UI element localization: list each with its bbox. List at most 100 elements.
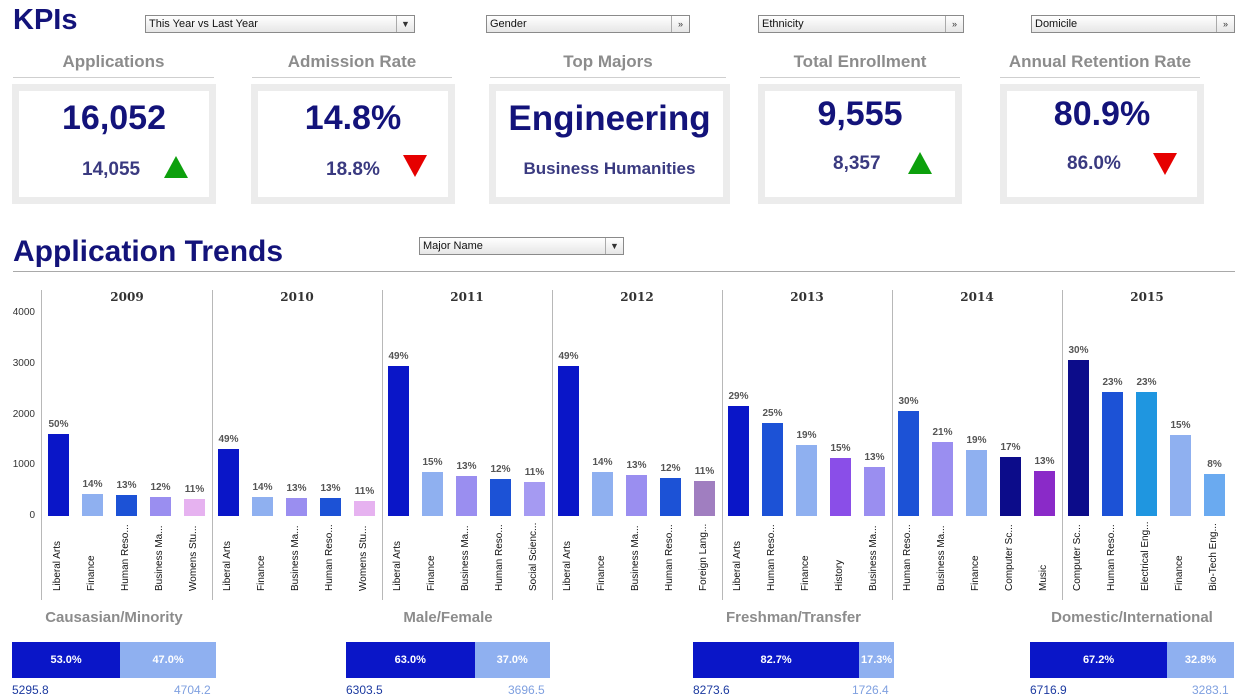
bar-category-label: Music bbox=[1038, 564, 1049, 591]
chart-bar bbox=[1068, 360, 1089, 516]
bar-category-label: Human Reso... bbox=[324, 524, 335, 591]
bar-category-label: Finance bbox=[970, 555, 981, 591]
split-left-segment: 67.2% bbox=[1030, 642, 1168, 678]
bar-category-label: History bbox=[834, 559, 845, 591]
y-tick-label: 3000 bbox=[12, 357, 35, 369]
bar-percent-label: 19% bbox=[796, 430, 817, 442]
chart-bar bbox=[898, 410, 919, 516]
bar-category-label: Finance bbox=[596, 555, 607, 591]
bar-category-label: Social Scienc... bbox=[528, 522, 539, 591]
year-label: 2010 bbox=[280, 290, 314, 304]
bar-percent-label: 13% bbox=[864, 451, 885, 463]
chart-bar bbox=[694, 480, 715, 516]
bar-category-label: Foreign Lang... bbox=[698, 523, 709, 591]
split-right-value: 3696.5 bbox=[508, 683, 545, 697]
y-tick-label: 0 bbox=[29, 510, 35, 521]
chart-bar bbox=[252, 497, 273, 516]
kpi-card-total-enrollment: 9,555 8,357 bbox=[758, 84, 962, 204]
bar-percent-label: 14% bbox=[592, 456, 613, 468]
bar-category-label: Womens Stu... bbox=[188, 525, 199, 591]
split-left-value: 6716.9 bbox=[1030, 683, 1067, 697]
bar-category-label: Liberal Arts bbox=[562, 540, 573, 591]
bar-category-label: Finance bbox=[426, 555, 437, 591]
kpi-title-applications: Applications bbox=[13, 52, 214, 78]
bar-category-label: Finance bbox=[1174, 555, 1185, 591]
kpi-card-retention-rate: 80.9% 86.0% bbox=[1000, 84, 1204, 204]
bar-category-label: Human Reso... bbox=[902, 524, 913, 591]
split-bar: 67.2% 32.8% bbox=[1030, 642, 1234, 678]
bar-category-label: Finance bbox=[800, 555, 811, 591]
bar-percent-label: 12% bbox=[660, 463, 681, 475]
ethnicity-dropdown-value: Ethnicity bbox=[762, 18, 804, 30]
chart-bar bbox=[82, 493, 103, 516]
chart-bar bbox=[830, 457, 851, 516]
ethnicity-dropdown[interactable]: Ethnicity » bbox=[758, 15, 964, 33]
chart-bar bbox=[660, 478, 681, 516]
split-bar: 63.0% 37.0% bbox=[346, 642, 550, 678]
kpi-title-retention-rate: Annual Retention Rate bbox=[1000, 52, 1200, 78]
bar-percent-label: 11% bbox=[524, 466, 545, 478]
chart-bar bbox=[218, 448, 239, 516]
bar-percent-label: 49% bbox=[218, 433, 239, 445]
chevron-down-icon: ▼ bbox=[605, 238, 623, 254]
chart-bar bbox=[1034, 470, 1055, 516]
chart-bar bbox=[524, 481, 545, 516]
chart-bar bbox=[592, 471, 613, 516]
bar-percent-label: 8% bbox=[1207, 458, 1222, 470]
chart-bar bbox=[762, 423, 783, 516]
section-title-application-trends: Application Trends bbox=[13, 235, 284, 268]
period-dropdown[interactable]: This Year vs Last Year ▼ bbox=[145, 15, 415, 33]
section-divider bbox=[13, 271, 1235, 272]
domicile-dropdown[interactable]: Domicile » bbox=[1031, 15, 1235, 33]
split-right-value: 1726.4 bbox=[852, 683, 889, 697]
bar-category-label: Human Reso... bbox=[494, 524, 505, 591]
chart-bar bbox=[1000, 457, 1021, 516]
bar-percent-label: 23% bbox=[1102, 377, 1123, 389]
year-label: 2014 bbox=[960, 290, 994, 304]
bar-category-label: Computer Sc... bbox=[1004, 524, 1015, 591]
chart-bar bbox=[116, 495, 137, 516]
year-separator bbox=[1062, 290, 1063, 600]
bar-category-label: Business Ma... bbox=[868, 525, 879, 591]
split-bar: 53.0% 47.0% bbox=[12, 642, 216, 678]
chevron-down-icon: » bbox=[1216, 16, 1234, 32]
bar-percent-label: 17% bbox=[1000, 442, 1021, 454]
split-title: Freshman/Transfer bbox=[725, 609, 862, 626]
bar-percent-label: 15% bbox=[422, 456, 443, 468]
chart-bar bbox=[1102, 392, 1123, 516]
y-tick-label: 1000 bbox=[12, 459, 35, 471]
year-label: 2011 bbox=[450, 290, 484, 304]
y-tick-label: 4000 bbox=[12, 307, 35, 318]
bar-category-label: Human Reso... bbox=[766, 524, 777, 591]
gender-dropdown[interactable]: Gender » bbox=[486, 15, 690, 33]
chart-bar bbox=[1170, 434, 1191, 516]
year-label: 2012 bbox=[620, 290, 654, 304]
year-separator bbox=[892, 290, 893, 600]
chart-bar bbox=[1204, 473, 1225, 516]
bar-category-label: Liberal Arts bbox=[732, 540, 743, 591]
kpi-current-value: 16,052 bbox=[62, 99, 166, 137]
chart-bar bbox=[184, 498, 205, 516]
split-left-value: 6303.5 bbox=[346, 683, 383, 697]
bar-percent-label: 14% bbox=[82, 478, 103, 490]
gender-dropdown-value: Gender bbox=[490, 18, 527, 30]
kpi-current-value: 9,555 bbox=[817, 95, 903, 133]
major-name-dropdown[interactable]: Major Name ▼ bbox=[419, 237, 624, 255]
kpi-current-value: 14.8% bbox=[304, 99, 402, 137]
bar-category-label: Business Ma... bbox=[936, 525, 947, 591]
chart-bar bbox=[558, 365, 579, 516]
bar-percent-label: 19% bbox=[966, 435, 987, 447]
bar-category-label: Electrical Eng... bbox=[1140, 521, 1151, 591]
y-axis-line bbox=[41, 290, 42, 600]
trend-up-icon bbox=[164, 156, 188, 178]
major-name-dropdown-value: Major Name bbox=[423, 240, 483, 252]
split-left-segment: 53.0% bbox=[12, 642, 121, 678]
bar-percent-label: 13% bbox=[286, 483, 307, 495]
kpi-title-total-enrollment: Total Enrollment bbox=[760, 52, 960, 78]
bar-category-label: Human Reso... bbox=[1106, 524, 1117, 591]
bar-percent-label: 30% bbox=[898, 395, 919, 407]
trend-down-icon bbox=[403, 155, 427, 177]
chart-bar bbox=[490, 478, 511, 516]
kpi-previous-value: 14,055 bbox=[82, 159, 141, 180]
bar-percent-label: 13% bbox=[116, 480, 137, 492]
